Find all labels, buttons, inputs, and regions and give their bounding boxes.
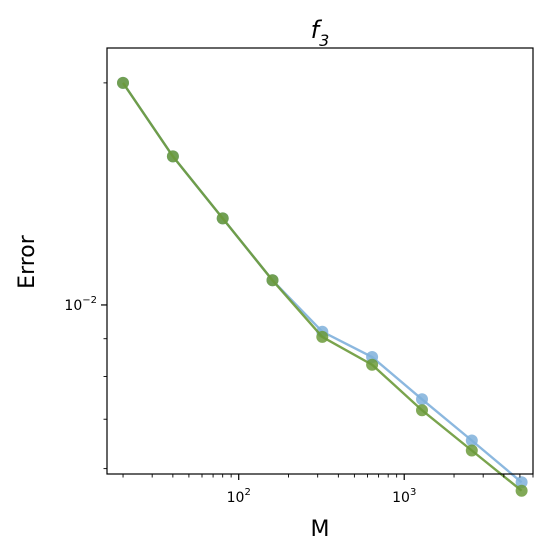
series-1-point <box>515 476 528 489</box>
x-tick-label: 102 <box>227 487 251 506</box>
x-tick-label: 103 <box>392 487 416 506</box>
series-2 <box>117 76 528 497</box>
series-2-point <box>416 404 428 417</box>
axes-frame <box>106 47 534 475</box>
y-axis-label: Error <box>15 234 40 289</box>
series-1-line <box>122 82 523 484</box>
series-2-point <box>515 484 528 497</box>
chart-title-subscript: 3 <box>319 31 329 50</box>
series-2-point <box>465 444 478 457</box>
chart-title: f3 <box>311 16 330 50</box>
series-1-point <box>465 434 478 447</box>
plot-area: 102 103 10−2 <box>64 47 534 506</box>
series-1-point <box>416 393 428 406</box>
series-2-point <box>316 330 329 343</box>
series-1 <box>117 76 528 489</box>
series-2-point <box>216 212 229 225</box>
y-tick-label: 10−2 <box>64 295 97 314</box>
series-2-point <box>166 150 179 163</box>
x-axis-label: M <box>311 517 330 542</box>
series-2-line <box>122 82 523 492</box>
series-2-point <box>366 358 379 371</box>
series-2-point <box>266 274 279 287</box>
series-2-point <box>117 76 129 89</box>
